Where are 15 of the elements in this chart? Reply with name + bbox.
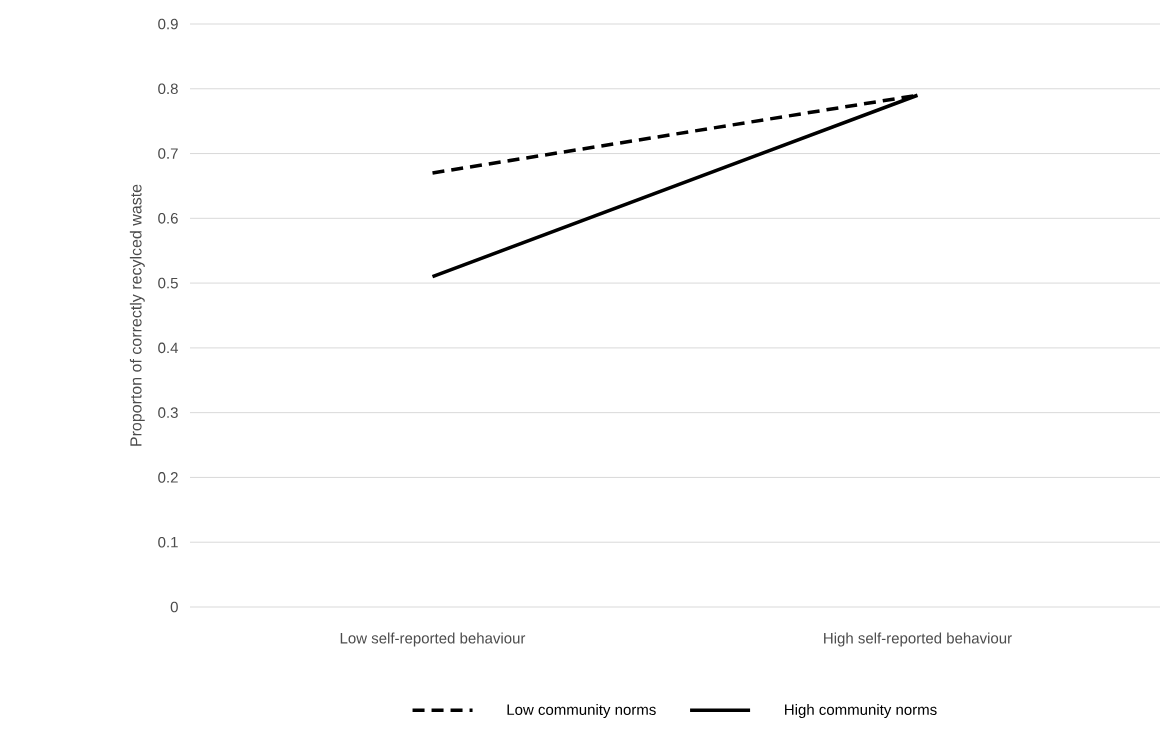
- y-tick-label: 0.6: [158, 213, 178, 224]
- y-tick-label: 0.9: [158, 18, 178, 30]
- y-tick-label: 0.1: [158, 536, 178, 548]
- y-tick-label: 0.2: [158, 472, 178, 483]
- y-tick-label: 0: [170, 601, 178, 613]
- legend-label: Low community norms: [507, 703, 656, 718]
- y-tick-label: 0.8: [158, 83, 178, 95]
- y-tick-label: 0.7: [158, 148, 178, 159]
- y-axis-title: Proporton of correctly recylced waste: [129, 184, 145, 446]
- y-tick-label: 0.4: [158, 342, 179, 354]
- x-tick-label: Low self-reported behaviour: [340, 632, 526, 647]
- legend-label: High community norms: [785, 703, 937, 718]
- y-tick-label: 0.5: [158, 277, 178, 289]
- y-tick-label: 0.3: [158, 407, 178, 418]
- x-tick-label: High self-reported behaviour: [824, 632, 1012, 647]
